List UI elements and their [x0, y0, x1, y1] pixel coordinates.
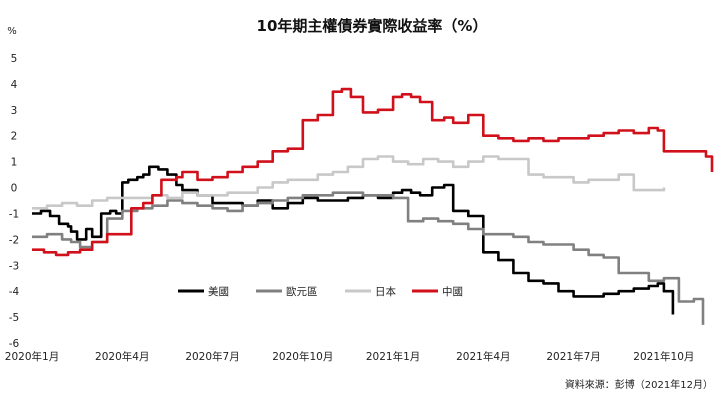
legend-label: 中國 — [442, 285, 463, 298]
chart-title: 10年期主權債券實際收益率（%） — [257, 17, 488, 35]
legend-label: 日本 — [375, 285, 396, 298]
legend: 美國 歐元區 日本 中國 — [178, 285, 463, 298]
y-tick-label: 0 — [11, 183, 18, 195]
legend-label: 歐元區 — [286, 285, 318, 298]
series-line — [32, 155, 666, 210]
x-tick-label: 2020年7月 — [185, 350, 239, 363]
x-tick-label: 2020年10月 — [272, 350, 333, 363]
y-tick-label: -6 — [9, 338, 20, 350]
y-tick-label: -2 — [9, 234, 19, 246]
y-tick-label: -5 — [9, 312, 19, 324]
series-layer — [32, 87, 714, 325]
legend-label: 美國 — [208, 285, 229, 298]
source-note: 資料來源：彭博（2021年12月） — [565, 378, 713, 391]
x-tick-label: 2020年1月 — [5, 350, 59, 363]
x-tick-label: 2021年4月 — [456, 350, 510, 363]
y-tick-label: -4 — [9, 286, 20, 298]
x-tick-label: 2020年4月 — [95, 350, 149, 363]
y-tick-label: 5 — [11, 53, 18, 65]
x-tick-label: 2021年1月 — [366, 350, 420, 363]
series-line — [32, 165, 675, 315]
series-line — [32, 191, 705, 325]
y-tick-label: -3 — [9, 260, 19, 272]
x-tick-label: 2021年7月 — [546, 350, 600, 363]
y-axis: 5 4 3 2 1 0 -1 -2 -3 -4 -5 -6 — [9, 53, 20, 350]
x-axis: 2020年1月 2020年4月 2020年7月 2020年10月 2021年1月 2021… — [5, 350, 695, 363]
x-tick-label: 2021年10月 — [633, 350, 694, 363]
y-tick-label: 3 — [11, 105, 18, 117]
series-line — [32, 87, 714, 257]
y-tick-label: 2 — [11, 131, 18, 143]
y-tick-label: 1 — [11, 157, 18, 169]
y-unit-label: % — [7, 26, 17, 37]
y-tick-label: -1 — [9, 208, 19, 220]
y-tick-label: 4 — [11, 79, 18, 91]
